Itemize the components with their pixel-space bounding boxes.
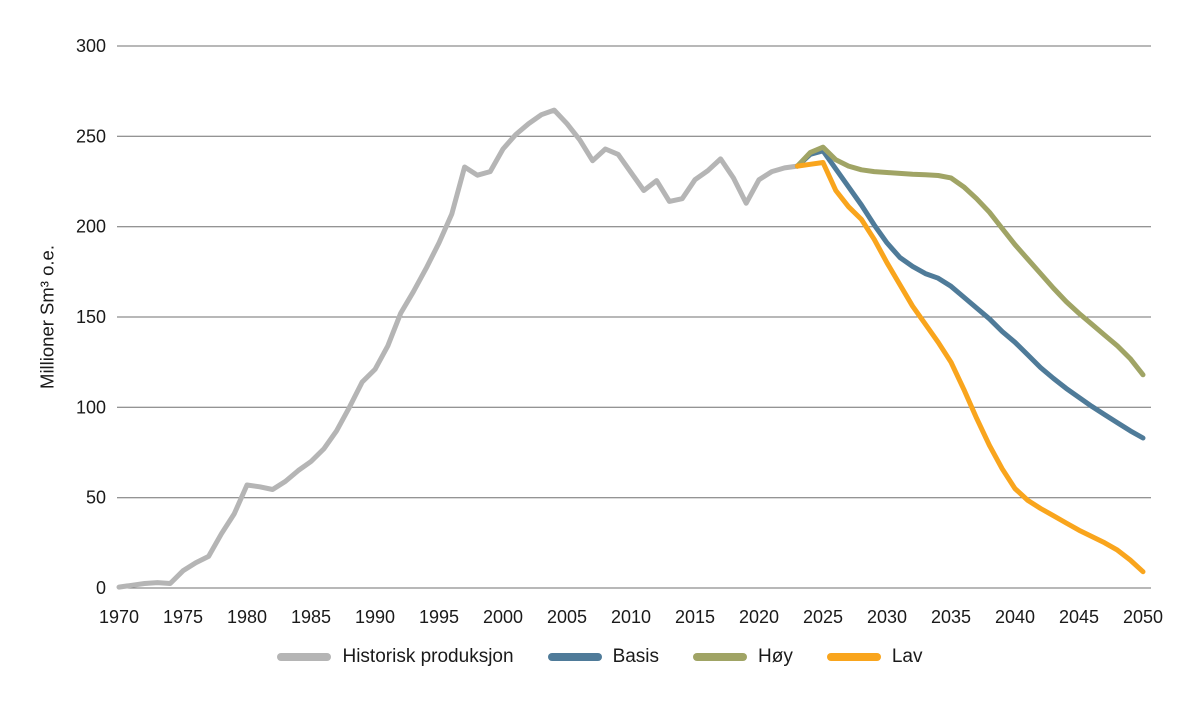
y-tick-label-250: 250 [76,126,106,146]
x-tick-label-2005: 2005 [547,607,587,627]
series-line-lav [794,160,1146,575]
legend-swatch-lav [826,653,881,661]
legend-item-lav: Lav [826,646,923,668]
legend-label-lav: Lav [891,646,923,667]
x-tick-label-2000: 2000 [483,607,523,627]
y-tick-label-0: 0 [96,578,106,598]
legend-label-historisk-produksjon: Historisk produksjon [342,646,514,667]
x-tick-label-1995: 1995 [419,607,459,627]
x-tick-label-2030: 2030 [867,607,907,627]
x-tick-label-1985: 1985 [291,607,331,627]
x-tick-label-1975: 1975 [163,607,203,627]
series-line-basis [794,148,1146,441]
y-tick-label-150: 150 [76,307,106,327]
legend-swatch-historisk-produksjon [277,653,332,661]
legend-item-basis: Basis [547,646,660,668]
series-line-historisk-produksjon [116,107,800,590]
y-tick-label-200: 200 [76,217,106,237]
series-line-høy [794,144,1146,378]
x-tick-label-1990: 1990 [355,607,395,627]
y-tick-label-100: 100 [76,397,106,417]
legend-item-høy: Høy [693,646,793,668]
x-tick-label-2040: 2040 [995,607,1035,627]
x-tick-label-1970: 1970 [99,607,139,627]
x-tick-label-2010: 2010 [611,607,651,627]
legend-swatch-høy [693,653,748,661]
y-tick-label-50: 50 [86,488,106,508]
x-tick-label-2050: 2050 [1123,607,1163,627]
legend-label-basis: Basis [612,646,660,667]
x-tick-label-2025: 2025 [803,607,843,627]
legend-swatch-basis [547,653,602,661]
x-tick-label-2020: 2020 [739,607,779,627]
x-tick-label-2035: 2035 [931,607,971,627]
y-tick-label-300: 300 [76,36,106,56]
y-axis-title: Millioner Sm³ o.e. [37,245,58,389]
legend-label-høy: Høy [758,646,793,667]
legend-item-historisk-produksjon: Historisk produksjon [277,646,514,668]
chart-legend: Historisk produksjon Basis Høy Lav [0,646,1200,668]
x-tick-label-2045: 2045 [1059,607,1099,627]
x-tick-label-2015: 2015 [675,607,715,627]
x-tick-label-1980: 1980 [227,607,267,627]
